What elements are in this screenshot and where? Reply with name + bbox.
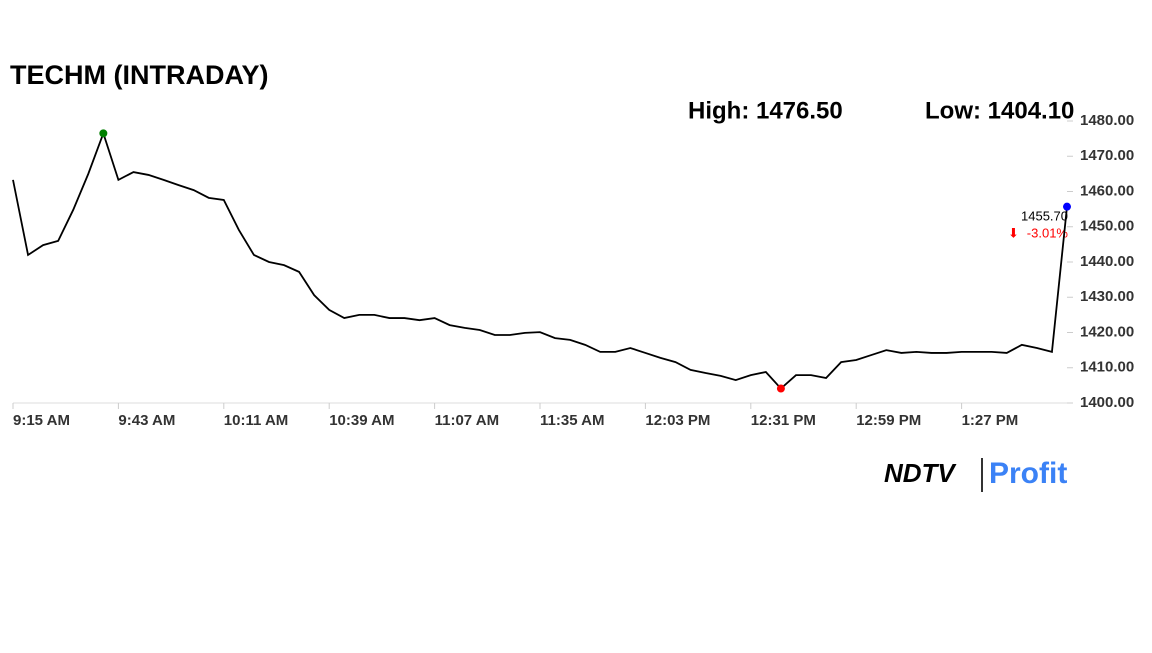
x-tick-label: 9:15 AM <box>13 412 70 429</box>
logo-left: NDTV <box>884 458 957 488</box>
y-tick-label: 1400.00 <box>1080 394 1134 411</box>
y-tick-label: 1470.00 <box>1080 147 1134 164</box>
change-arrow: ⬇ <box>1008 225 1019 240</box>
low-text: Low: 1404.10 <box>925 97 1074 124</box>
x-tick-label: 11:35 AM <box>540 412 604 429</box>
price-line <box>12 130 1068 390</box>
change-text: -3.01% <box>1027 225 1069 240</box>
x-tick-label: 12:59 PM <box>856 412 921 429</box>
last-price: 1455.70 <box>1021 208 1068 223</box>
x-tick-label: 10:11 AM <box>224 412 288 429</box>
y-tick-label: 1430.00 <box>1080 288 1134 305</box>
x-tick-label: 1:27 PM <box>962 412 1019 429</box>
y-tick-label: 1420.00 <box>1080 323 1134 340</box>
y-tick-label: 1460.00 <box>1080 182 1134 199</box>
y-tick-label: 1450.00 <box>1080 218 1134 235</box>
logo-right: Profit <box>989 457 1067 490</box>
x-tick-label: 10:39 AM <box>329 412 394 429</box>
high-marker <box>99 129 108 138</box>
y-tick-label: 1440.00 <box>1080 253 1134 270</box>
x-tick-label: 12:03 PM <box>645 412 710 429</box>
chart-title: TECHM (INTRADAY) <box>10 60 269 90</box>
y-tick-label: 1480.00 <box>1080 112 1134 129</box>
last-marker <box>1063 202 1071 211</box>
x-tick-label: 11:07 AM <box>435 412 499 429</box>
low-marker <box>776 384 785 393</box>
x-tick-label: 12:31 PM <box>751 412 816 429</box>
y-tick-label: 1410.00 <box>1080 359 1134 376</box>
high-text: High: 1476.50 <box>688 97 843 124</box>
x-tick-label: 9:43 AM <box>118 412 175 429</box>
